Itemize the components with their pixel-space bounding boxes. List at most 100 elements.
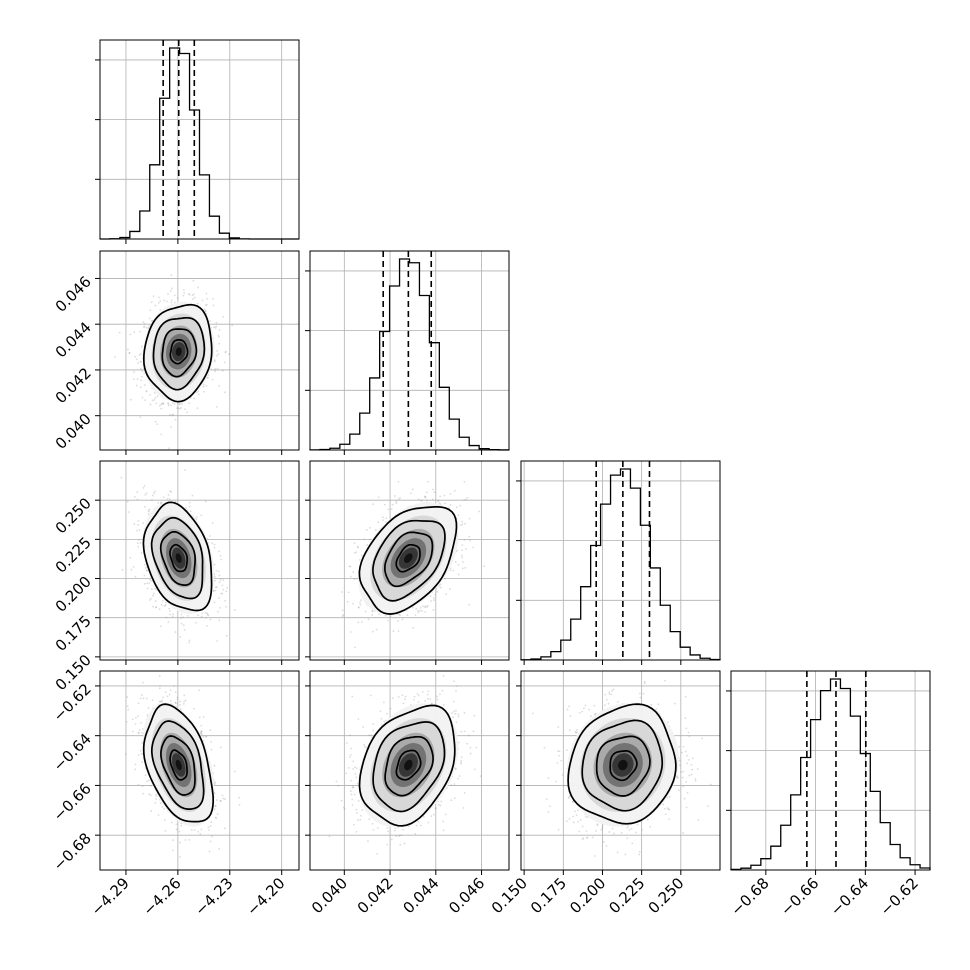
sample-point: [385, 517, 388, 520]
sample-point: [206, 297, 208, 300]
sample-point: [160, 433, 163, 436]
sample-point: [212, 304, 215, 307]
sample-point: [120, 476, 123, 479]
sample-point: [170, 274, 173, 277]
sample-point: [356, 545, 359, 548]
panel-content: [310, 461, 509, 660]
density-shade: [175, 553, 182, 563]
sample-point: [140, 752, 143, 755]
sample-point: [447, 506, 450, 509]
sample-point: [139, 416, 142, 419]
sample-point: [178, 407, 181, 410]
sample-point: [214, 326, 217, 329]
sample-point: [152, 594, 154, 597]
sample-point: [355, 551, 358, 554]
sample-point: [168, 413, 171, 416]
sample-point: [150, 301, 153, 304]
sample-point: [180, 622, 183, 625]
sample-point: [424, 606, 427, 609]
sample-point: [145, 566, 147, 569]
histogram-frame: [730, 670, 931, 871]
sample-point: [148, 508, 151, 511]
sample-point: [226, 587, 229, 589]
sample-point: [424, 610, 427, 613]
sample-point: [118, 331, 121, 334]
sample-point: [214, 368, 217, 370]
sample-point: [150, 810, 153, 812]
sample-point: [167, 621, 170, 623]
sample-point: [139, 360, 142, 363]
sample-point: [147, 327, 150, 329]
sample-point: [161, 806, 164, 808]
sample-point: [155, 402, 158, 405]
sample-point: [181, 616, 184, 619]
sample-point: [465, 548, 467, 550]
sample-point: [417, 611, 420, 614]
sample-point: [434, 593, 437, 596]
sample-point: [215, 354, 218, 357]
sample-point: [461, 544, 464, 547]
sample-point: [126, 348, 129, 351]
sample-point: [357, 606, 360, 609]
sample-point: [341, 609, 344, 612]
contour-line: [142, 303, 213, 403]
contour-line: [150, 516, 204, 600]
sample-point: [395, 500, 398, 503]
sample-point: [143, 384, 146, 387]
sample-point: [136, 378, 139, 381]
sample-point: [200, 730, 203, 733]
sample-point: [138, 330, 141, 333]
sample-point: [158, 296, 160, 299]
sample-point: [211, 542, 214, 545]
sample-point: [424, 605, 427, 608]
sample-point: [187, 614, 190, 617]
sample-point: [146, 587, 149, 590]
sample-point: [357, 621, 360, 624]
sample-point: [353, 552, 356, 554]
sample-point: [216, 349, 219, 352]
sample-point: [389, 615, 392, 618]
sample-point: [136, 498, 139, 501]
sample-point: [203, 308, 206, 311]
sample-point: [131, 730, 134, 733]
sample-point: [160, 604, 163, 606]
sample-point: [154, 304, 157, 307]
sample-point: [202, 385, 205, 388]
sample-point: [137, 520, 140, 522]
contour-line: [169, 339, 189, 365]
sample-point: [456, 549, 458, 552]
sample-point: [149, 599, 151, 601]
sample-point: [139, 360, 142, 363]
sample-point: [211, 378, 214, 381]
sample-point: [218, 550, 221, 553]
sample-point: [150, 580, 152, 582]
sample-point: [394, 495, 396, 497]
sample-point: [139, 542, 142, 544]
sample-point: [155, 798, 158, 800]
sample-point: [204, 736, 207, 738]
sample-point: [222, 369, 224, 372]
sample-point: [217, 335, 220, 338]
sample-point: [159, 300, 162, 303]
sample-point: [150, 588, 153, 591]
sample-point: [180, 617, 182, 620]
sample-point: [143, 484, 146, 487]
sample-point: [411, 488, 414, 491]
sample-point: [179, 703, 181, 706]
sample-point: [395, 502, 398, 505]
panel-frame: [309, 460, 510, 661]
sample-point: [170, 404, 172, 407]
sample-point: [216, 813, 219, 815]
sample-point: [201, 299, 204, 302]
sample-point: [158, 674, 161, 677]
panel-frame: [99, 460, 300, 661]
sample-point: [214, 586, 217, 589]
sample-point: [162, 403, 165, 405]
sample-point: [132, 565, 135, 568]
sample-point: [215, 321, 218, 324]
sample-point: [368, 526, 371, 529]
sample-point: [218, 581, 221, 583]
sample-point: [139, 352, 142, 355]
sample-point: [170, 426, 172, 429]
sample-point: [156, 395, 159, 398]
